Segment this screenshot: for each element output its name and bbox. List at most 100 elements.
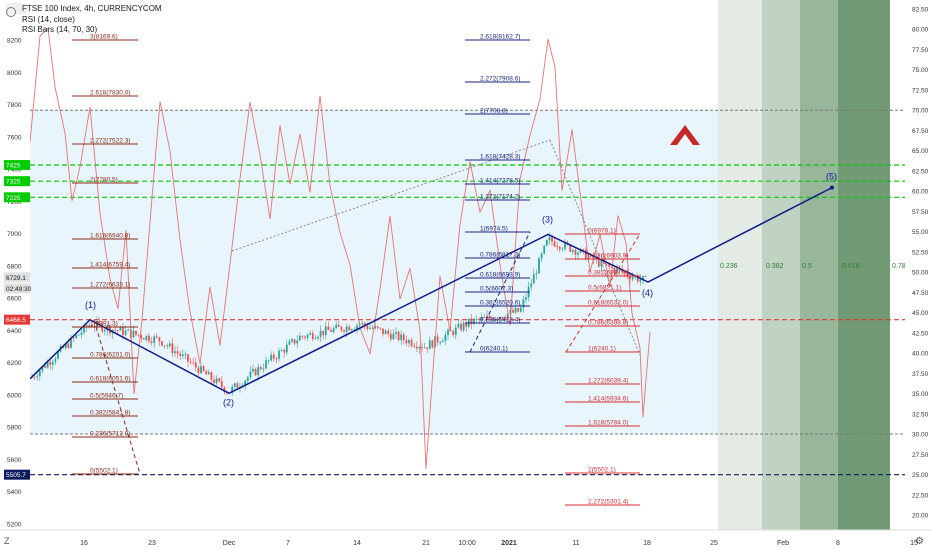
rsi-line <box>29 27 651 469</box>
candle <box>441 340 444 343</box>
candle <box>499 317 501 320</box>
candle <box>57 351 59 359</box>
currency-flag-icon[interactable] <box>6 4 16 17</box>
candle <box>504 318 507 319</box>
rsi-tick-label: 45.00 <box>912 310 929 317</box>
fib-level-label: 0.236(6413.4) <box>480 317 520 324</box>
fib-level-label: 0.382(6857.9) <box>588 270 628 277</box>
candle <box>192 362 195 364</box>
candle <box>613 267 616 273</box>
fib-level-label: 0(6240.1) <box>480 346 508 353</box>
candle <box>306 334 309 338</box>
legend-rsi-bars[interactable]: RSI Bars (14, 70, 30) <box>22 25 98 34</box>
price-badge-text: 7425 <box>6 163 21 170</box>
candle <box>49 362 52 365</box>
candle <box>626 272 629 277</box>
time-tick-label: 15 <box>910 540 918 547</box>
candle <box>551 237 553 242</box>
candle <box>623 272 626 274</box>
rsi-tick-label: 82.50 <box>912 7 929 14</box>
candle <box>444 334 447 341</box>
price-badge <box>4 283 30 294</box>
candle <box>582 249 585 250</box>
candle <box>532 274 535 284</box>
candle <box>194 362 197 368</box>
candle <box>384 330 387 335</box>
legend-symbol[interactable]: FTSE 100 Index, 4h, CURRENCYCOM <box>22 4 162 13</box>
candle <box>145 335 148 340</box>
rsi-tick-label: 47.50 <box>912 290 929 297</box>
candle <box>382 328 384 335</box>
candle <box>72 337 75 339</box>
candle <box>397 331 400 340</box>
candle <box>174 351 176 354</box>
candle <box>644 275 647 277</box>
channel-line <box>549 139 641 356</box>
candle <box>356 325 358 329</box>
candle <box>337 324 340 327</box>
price-tick-label: 5800 <box>7 425 22 432</box>
candle <box>405 339 408 344</box>
candle <box>350 329 353 331</box>
candle <box>457 324 460 328</box>
candle <box>252 368 254 372</box>
candle <box>410 340 413 346</box>
candle <box>376 326 379 328</box>
price-badge-text: 6466.5 <box>6 317 26 324</box>
candle <box>77 334 80 336</box>
fib-connector <box>93 319 141 475</box>
candle <box>116 330 119 331</box>
gear-icon[interactable]: ⚙ <box>915 536 924 547</box>
candle <box>98 321 101 324</box>
candle <box>402 334 405 340</box>
candle <box>408 340 410 344</box>
candle <box>114 329 117 331</box>
time-tick-label: 2021 <box>501 540 517 547</box>
candle <box>571 249 574 252</box>
candle <box>103 330 106 332</box>
time-tick-label: Feb <box>777 540 789 547</box>
price-badge <box>4 176 30 187</box>
fib-level-label: 2.618(7830.0) <box>90 90 130 97</box>
fib-level-label: 1.618(7428.3) <box>480 154 520 161</box>
candle <box>205 370 208 375</box>
candle <box>514 308 517 313</box>
candle <box>171 343 174 354</box>
candle <box>70 337 72 348</box>
rsi-tick-label: 27.50 <box>912 452 929 459</box>
time-tick-label: 7 <box>286 540 290 547</box>
candle <box>254 368 257 376</box>
candle <box>324 326 327 336</box>
candle <box>135 330 137 335</box>
candle <box>262 368 265 370</box>
candle <box>33 377 36 378</box>
elliott-wave-label: (5) <box>826 172 837 182</box>
time-tick-label: 10:00 <box>458 540 476 547</box>
candle <box>124 330 127 335</box>
candle <box>67 343 70 348</box>
candle <box>106 325 109 331</box>
price-badge <box>4 272 30 283</box>
candle <box>332 328 335 333</box>
candle <box>85 325 88 328</box>
candle <box>317 336 319 339</box>
price-tick-label: 6000 <box>7 392 22 399</box>
price-tick-label: 7200 <box>7 199 22 206</box>
candle <box>488 315 491 319</box>
candle <box>187 354 189 362</box>
candle <box>491 318 494 321</box>
candle <box>543 245 546 254</box>
legend-rsi[interactable]: RSI (14, close) <box>22 14 75 24</box>
candle <box>621 269 624 273</box>
candle <box>454 327 457 335</box>
wave-5-target-dot <box>830 185 834 190</box>
candle <box>460 324 462 331</box>
candle <box>545 240 548 246</box>
candle <box>80 332 83 335</box>
candle <box>579 249 582 253</box>
candle <box>478 318 481 320</box>
candle <box>267 360 270 362</box>
timezone-icon[interactable]: Z <box>4 536 10 546</box>
candle <box>553 241 556 247</box>
